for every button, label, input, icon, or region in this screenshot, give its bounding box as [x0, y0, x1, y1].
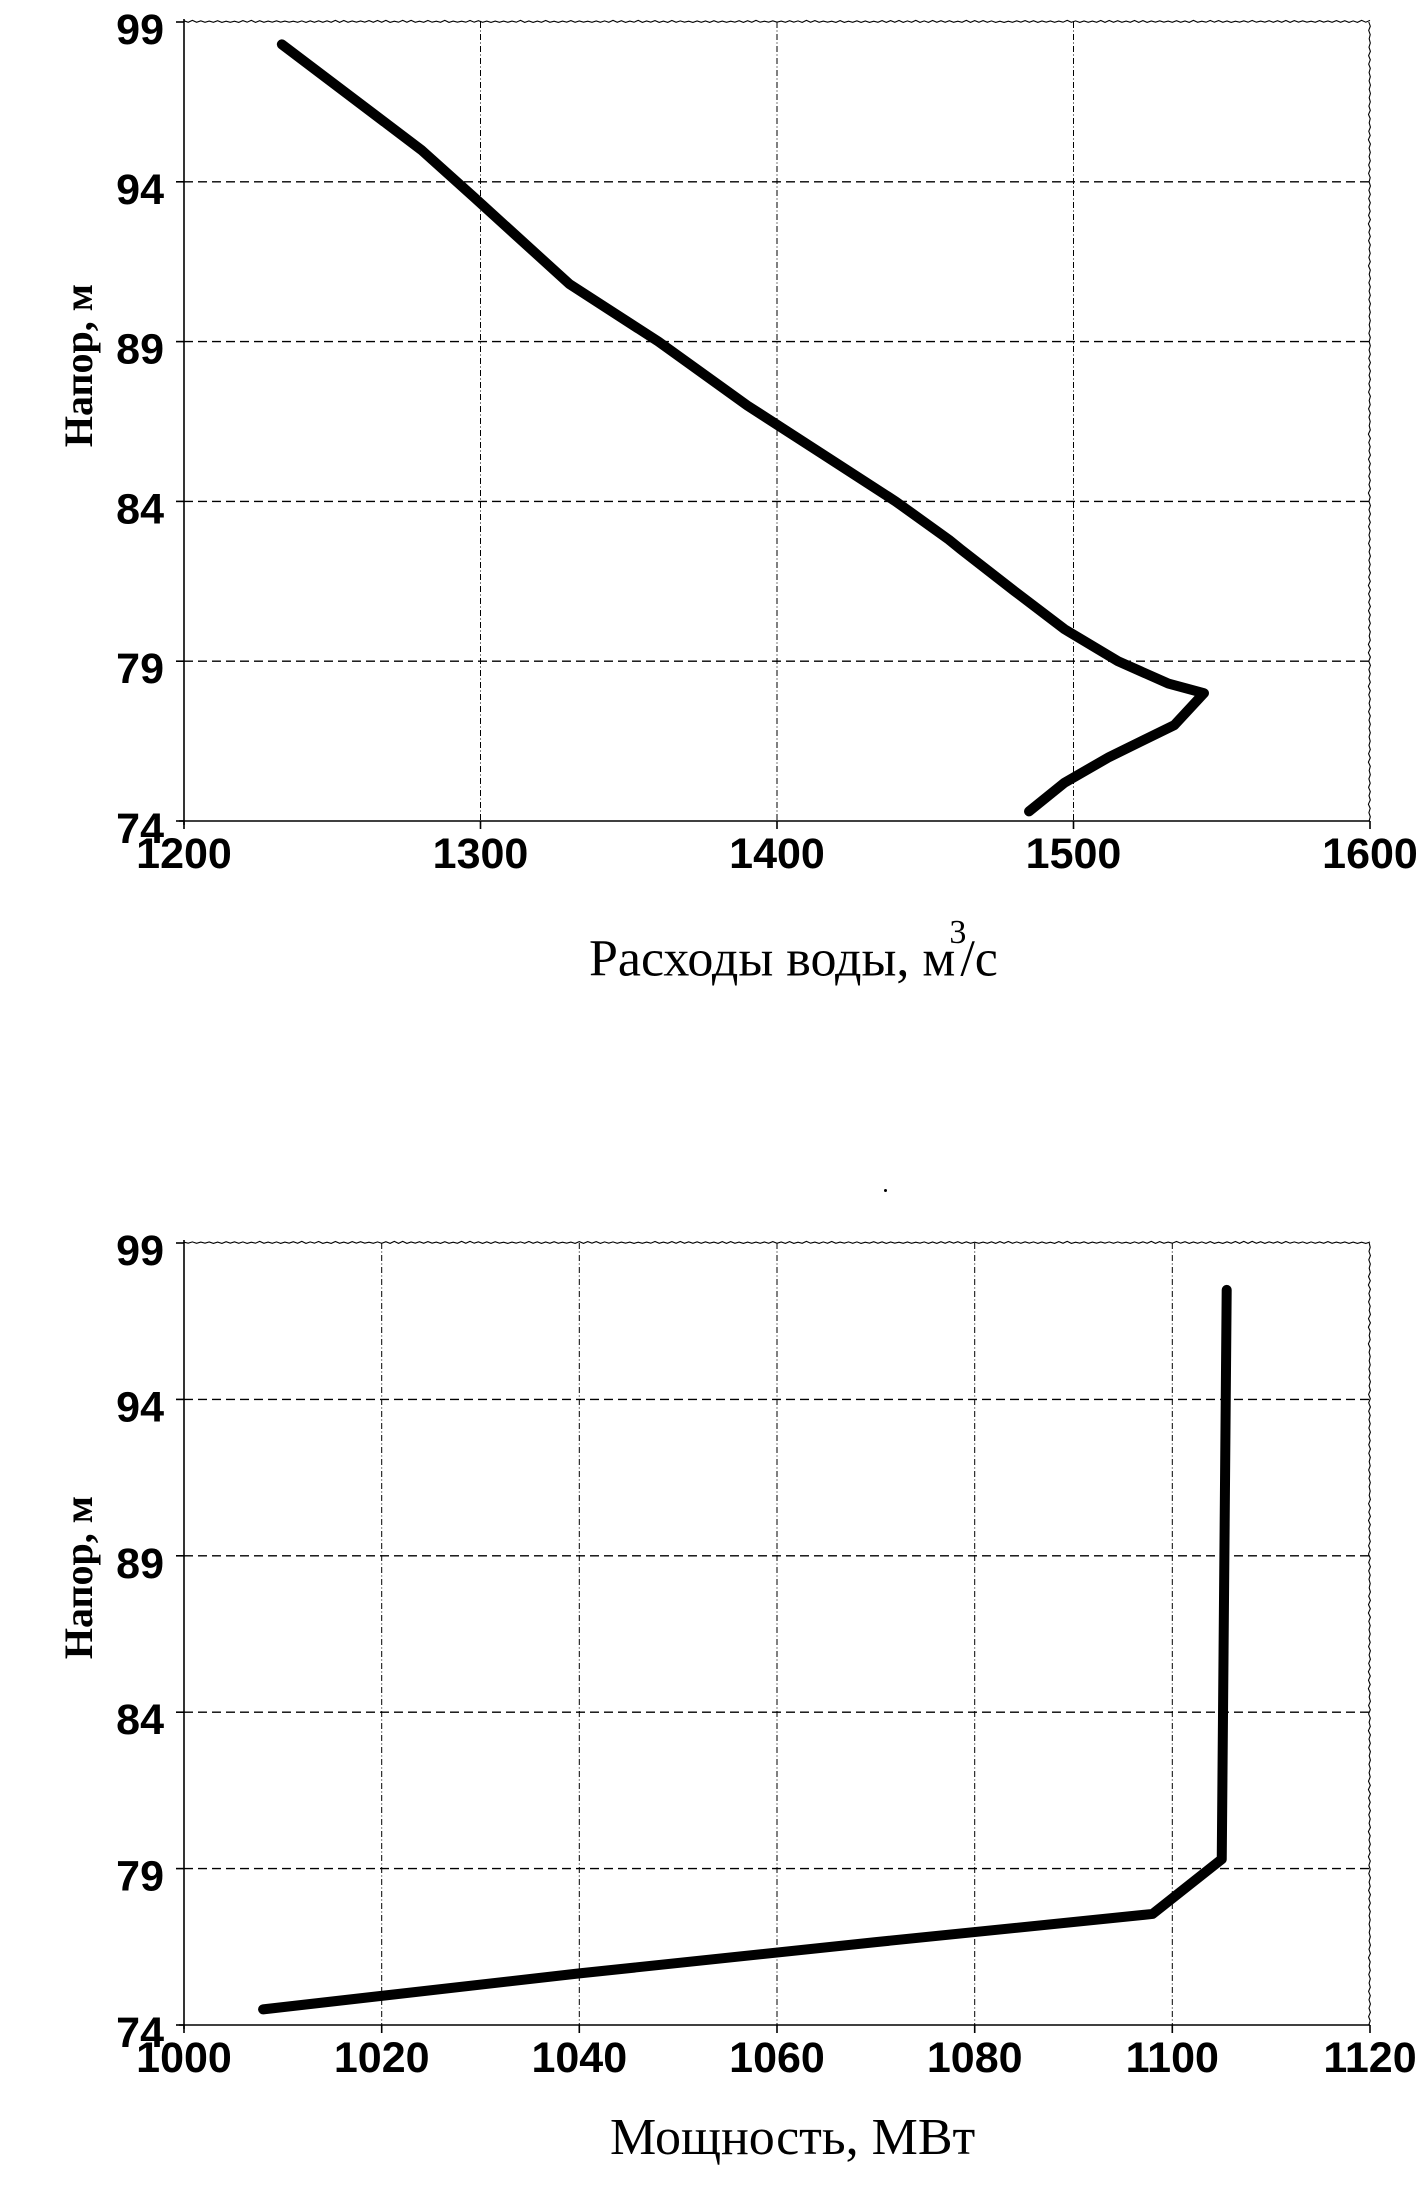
svg-text:1020: 1020 — [334, 2034, 430, 2082]
svg-text:1040: 1040 — [531, 2034, 627, 2082]
svg-text:1500: 1500 — [1026, 830, 1122, 878]
svg-text:1120: 1120 — [1323, 2034, 1416, 2082]
svg-text:89: 89 — [116, 326, 164, 374]
svg-text:1400: 1400 — [729, 830, 825, 878]
svg-text:79: 79 — [116, 645, 164, 693]
svg-text:1600: 1600 — [1322, 830, 1418, 878]
svg-text:89: 89 — [116, 1540, 164, 1588]
svg-text:1300: 1300 — [433, 830, 529, 878]
svg-text:84: 84 — [116, 1696, 164, 1744]
svg-text:99: 99 — [116, 6, 164, 54]
svg-text:79: 79 — [116, 1853, 164, 1901]
svg-text:94: 94 — [116, 166, 164, 214]
svg-text:1100: 1100 — [1126, 2034, 1219, 2082]
svg-text:84: 84 — [116, 485, 164, 533]
svg-text:1080: 1080 — [927, 2034, 1023, 2082]
svg-text:74: 74 — [116, 2009, 164, 2057]
svg-text:94: 94 — [116, 1383, 164, 1431]
svg-text:1060: 1060 — [729, 2034, 825, 2082]
svg-text:74: 74 — [116, 805, 164, 853]
svg-text:99: 99 — [116, 1227, 164, 1275]
